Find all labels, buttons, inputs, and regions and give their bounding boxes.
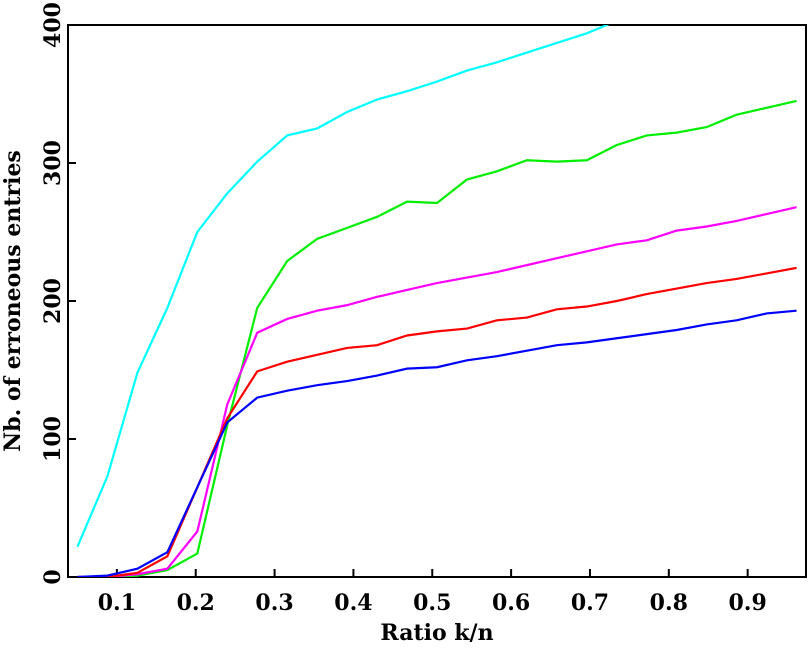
x-tick-label: 0.7 xyxy=(571,590,609,616)
series-line xyxy=(77,99,797,577)
series-line xyxy=(76,25,610,548)
x-tick-label: 0.9 xyxy=(729,590,767,616)
x-tick-label: 0.5 xyxy=(413,590,451,616)
x-tick-label: 0.4 xyxy=(334,590,372,616)
y-tick-label: 300 xyxy=(40,140,66,186)
x-tick-label: 0.1 xyxy=(98,590,136,616)
plot-frame xyxy=(67,24,807,578)
y-tick-label: 0 xyxy=(40,569,66,584)
x-axis-label: Ratio k/n xyxy=(380,620,493,646)
y-tick-label: 400 xyxy=(40,2,66,48)
series-line xyxy=(77,266,797,577)
y-tick-label: 100 xyxy=(40,416,66,462)
x-tick-label: 0.2 xyxy=(177,590,215,616)
series-line xyxy=(77,206,797,577)
series-line xyxy=(77,309,797,577)
x-tick-label: 0.8 xyxy=(650,590,688,616)
x-tick-label: 0.6 xyxy=(492,590,530,616)
y-axis-label: Nb. of erroneous entries xyxy=(0,150,26,452)
x-tick-label: 0.3 xyxy=(255,590,293,616)
y-tick-label: 200 xyxy=(40,278,66,324)
